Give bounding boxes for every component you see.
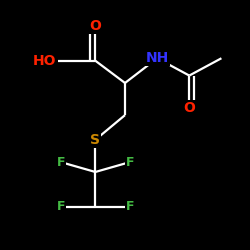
Text: S: S bbox=[90, 133, 100, 147]
Text: F: F bbox=[126, 156, 134, 168]
Text: F: F bbox=[56, 156, 65, 168]
Text: F: F bbox=[126, 200, 134, 213]
Text: O: O bbox=[183, 101, 195, 115]
Text: NH: NH bbox=[146, 51, 169, 65]
Text: F: F bbox=[56, 200, 65, 213]
Text: O: O bbox=[90, 19, 101, 33]
Text: HO: HO bbox=[33, 54, 56, 68]
